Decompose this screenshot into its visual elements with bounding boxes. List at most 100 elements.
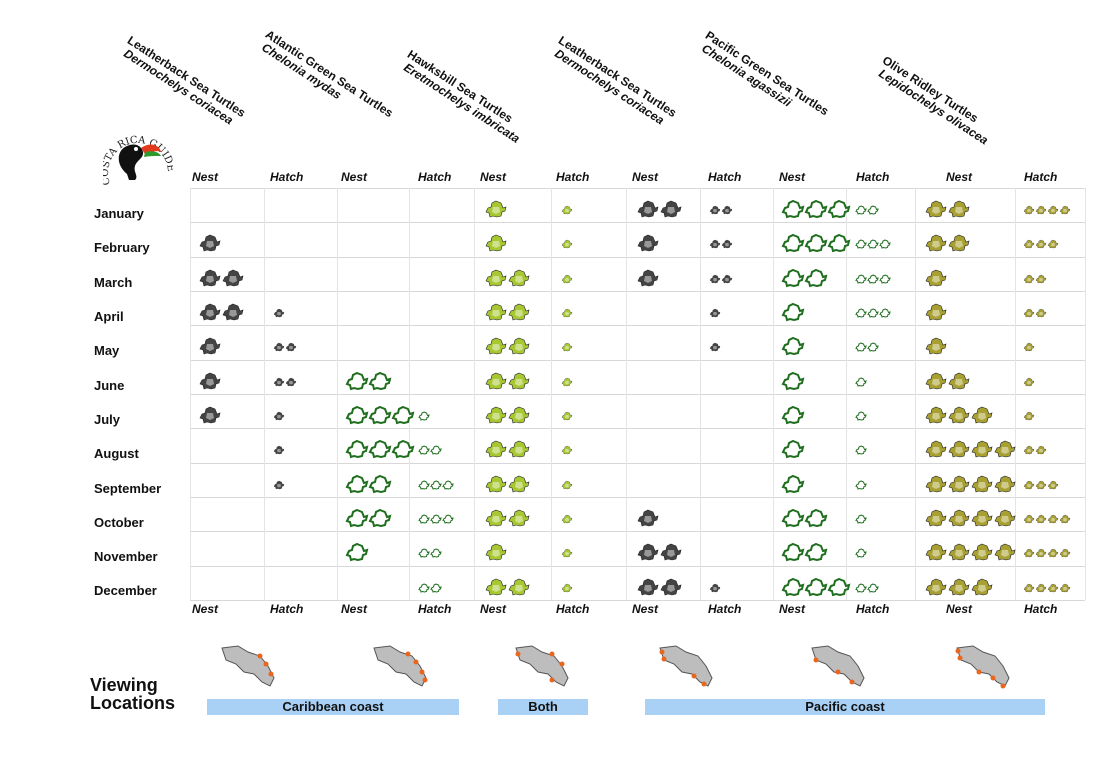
leatherback-nest-icon — [199, 372, 221, 390]
pacific-green-nest-icon — [804, 508, 828, 528]
leatherback-hatch-icon — [273, 342, 285, 352]
leatherback-nest-icon — [637, 269, 659, 287]
pacific-green-hatch-icon — [855, 514, 867, 524]
leatherback-nest-icon — [199, 303, 221, 321]
atlantic-green-hatch-icon — [418, 583, 430, 593]
hawksbill-nest-icon — [485, 509, 507, 527]
atlantic-green-hatch-icon — [430, 514, 442, 524]
leatherback-hatch-icon — [273, 377, 285, 387]
costa-rica-map-icon — [659, 645, 713, 687]
col-label-bottom-nest: Nest — [192, 602, 219, 616]
pacific-green-nest-icon — [781, 474, 805, 494]
pacific-green-hatch-icon — [855, 205, 867, 215]
atlantic-green-nest-icon — [368, 405, 392, 425]
atlantic-green-nest-icon — [368, 371, 392, 391]
olive-ridley-hatch-icon — [1023, 274, 1035, 284]
grid-row-line — [190, 394, 1085, 395]
grid-row-line — [190, 531, 1085, 532]
atlantic-green-hatch-icon — [418, 514, 430, 524]
costa-rica-map-icon — [373, 645, 428, 687]
olive-ridley-hatch-icon — [1023, 480, 1035, 490]
grid-col-line — [626, 188, 627, 600]
leatherback-nest-icon — [637, 543, 659, 561]
leatherback-nest-icon — [660, 543, 682, 561]
atlantic-green-nest-icon — [345, 508, 369, 528]
olive-ridley-nest-icon — [948, 475, 970, 493]
hawksbill-nest-icon — [485, 303, 507, 321]
grid-col-line — [190, 188, 191, 600]
olive-ridley-nest-icon — [971, 440, 993, 458]
grid-row-line — [190, 566, 1085, 567]
pacific-green-hatch-icon — [879, 308, 891, 318]
atlantic-green-hatch-icon — [430, 480, 442, 490]
pacific-green-hatch-icon — [855, 239, 867, 249]
atlantic-green-hatch-icon — [430, 548, 442, 558]
pacific-green-hatch-icon — [867, 308, 879, 318]
hawksbill-hatch-icon — [561, 548, 573, 558]
olive-ridley-nest-icon — [948, 406, 970, 424]
month-label: January — [94, 206, 144, 221]
olive-ridley-nest-icon — [948, 200, 970, 218]
col-label-bottom-nest: Nest — [632, 602, 659, 616]
atlantic-green-hatch-icon — [430, 583, 442, 593]
pacific-green-nest-icon — [827, 233, 851, 253]
pacific-green-hatch-icon — [855, 445, 867, 455]
hawksbill-nest-icon — [508, 406, 530, 424]
hawksbill-nest-icon — [508, 578, 530, 596]
month-label: April — [94, 309, 124, 324]
hawksbill-nest-icon — [508, 337, 530, 355]
pacific-green-hatch-icon — [855, 583, 867, 593]
hawksbill-nest-icon — [485, 269, 507, 287]
pacific-green-nest-icon — [804, 577, 828, 597]
hawksbill-nest-icon — [485, 578, 507, 596]
grid-row-line — [190, 188, 1085, 189]
olive-ridley-hatch-icon — [1059, 583, 1071, 593]
olive-ridley-hatch-icon — [1023, 514, 1035, 524]
hawksbill-hatch-icon — [561, 514, 573, 524]
leatherback-nest-icon — [637, 578, 659, 596]
costa-rica-map-icon — [811, 645, 865, 687]
grid-row-line — [190, 600, 1085, 601]
leatherback-hatch-icon — [721, 205, 733, 215]
col-label-bottom-nest: Nest — [341, 602, 368, 616]
grid-col-line — [846, 188, 847, 600]
pacific-green-nest-icon — [781, 542, 805, 562]
grid-row-line — [190, 257, 1085, 258]
pacific-green-nest-icon — [781, 439, 805, 459]
olive-ridley-nest-icon — [948, 234, 970, 252]
atlantic-green-hatch-icon — [418, 445, 430, 455]
pacific-green-nest-icon — [781, 371, 805, 391]
grid-row-line — [190, 463, 1085, 464]
atlantic-green-nest-icon — [345, 371, 369, 391]
atlantic-green-nest-icon — [345, 474, 369, 494]
olive-ridley-nest-icon — [925, 440, 947, 458]
hawksbill-nest-icon — [485, 234, 507, 252]
leatherback-hatch-icon — [709, 583, 721, 593]
pacific-green-hatch-icon — [855, 411, 867, 421]
olive-ridley-nest-icon — [994, 475, 1016, 493]
col-label-bottom-hatch: Hatch — [556, 602, 590, 616]
grid-col-line — [337, 188, 338, 600]
olive-ridley-hatch-icon — [1035, 583, 1047, 593]
pacific-green-hatch-icon — [867, 205, 879, 215]
col-label-top-hatch: Hatch — [270, 170, 304, 184]
col-label-top-nest: Nest — [192, 170, 219, 184]
hawksbill-hatch-icon — [561, 274, 573, 284]
month-label: September — [94, 481, 162, 496]
hawksbill-nest-icon — [485, 475, 507, 493]
leatherback-nest-icon — [637, 234, 659, 252]
olive-ridley-hatch-icon — [1035, 548, 1047, 558]
col-label-top-hatch: Hatch — [856, 170, 890, 184]
olive-ridley-hatch-icon — [1023, 205, 1035, 215]
olive-ridley-hatch-icon — [1059, 205, 1071, 215]
olive-ridley-nest-icon — [925, 475, 947, 493]
pacific-green-nest-icon — [804, 268, 828, 288]
leatherback-hatch-icon — [273, 480, 285, 490]
pacific-green-nest-icon — [781, 508, 805, 528]
leatherback-nest-icon — [222, 269, 244, 287]
hawksbill-hatch-icon — [561, 205, 573, 215]
grid-col-line — [409, 188, 410, 600]
month-label: October — [94, 515, 144, 530]
leatherback-hatch-icon — [721, 274, 733, 284]
